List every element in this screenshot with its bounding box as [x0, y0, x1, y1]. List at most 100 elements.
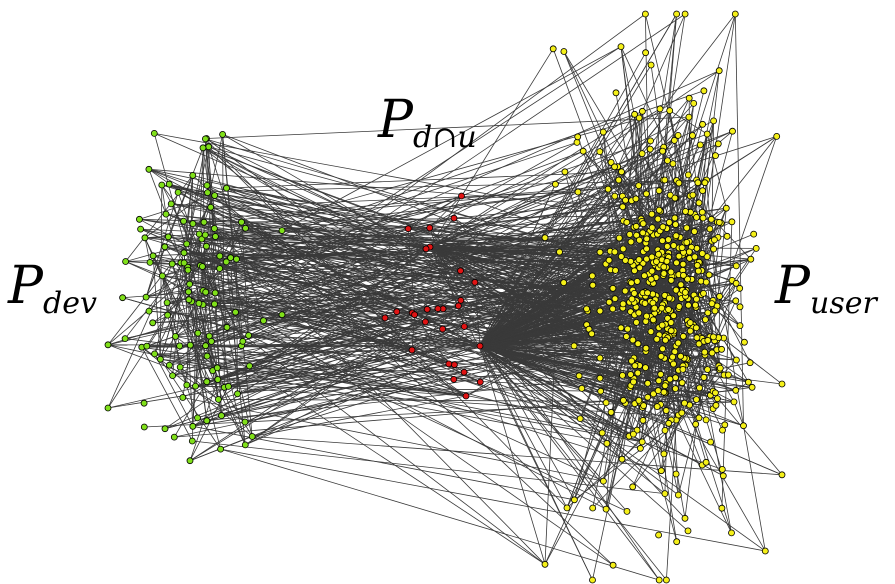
edge [207, 349, 413, 357]
edge [206, 138, 481, 347]
user-node [596, 354, 604, 362]
edge [107, 265, 201, 409]
edge [214, 228, 481, 347]
user-node [664, 157, 671, 165]
dev-node [163, 299, 171, 307]
user-node [647, 61, 655, 69]
edge [186, 146, 210, 244]
user-node [675, 252, 683, 260]
edge [220, 448, 660, 581]
edge [208, 146, 222, 416]
edge [141, 347, 193, 442]
user-node [650, 390, 657, 398]
dev-node [135, 215, 143, 223]
edge [479, 279, 672, 347]
dev-node [241, 418, 249, 426]
user-node [639, 229, 647, 237]
edge [202, 227, 430, 291]
user-node [679, 332, 687, 340]
edge [429, 108, 661, 248]
edge [636, 258, 752, 431]
user-node [695, 414, 703, 422]
user-node [615, 176, 623, 184]
user-node [667, 276, 675, 284]
user-node [693, 334, 701, 342]
dev-node [165, 361, 173, 369]
user-node [653, 403, 661, 411]
edge [479, 345, 666, 494]
user-node [596, 374, 604, 382]
edge [236, 228, 409, 260]
dev-node [184, 266, 192, 274]
user-node [619, 300, 627, 308]
edge [429, 246, 633, 291]
user-node [698, 250, 706, 257]
user-node [778, 380, 786, 388]
edge [187, 266, 481, 383]
user-node [701, 348, 709, 356]
edge [479, 103, 695, 347]
edge [169, 195, 462, 366]
label-p-dev: Pdev [7, 256, 97, 321]
user-node [653, 258, 660, 266]
user-node [736, 284, 744, 292]
edge [407, 228, 462, 301]
user-node [609, 305, 617, 313]
edge [429, 227, 623, 460]
edge [669, 110, 720, 366]
shared-node [454, 302, 462, 310]
user-node [684, 527, 692, 535]
edge [217, 367, 467, 397]
edge [144, 237, 151, 263]
user-node [730, 398, 738, 406]
user-node [635, 114, 643, 122]
user-node [662, 336, 669, 344]
edge [479, 131, 604, 347]
user-node [671, 136, 678, 144]
dev-node [186, 280, 194, 288]
dev-node [189, 171, 197, 179]
dev-node [161, 425, 169, 433]
user-node [672, 232, 680, 240]
dev-node [216, 252, 224, 260]
user-node [677, 352, 684, 360]
edge [122, 297, 643, 443]
edge [479, 182, 680, 347]
user-node [589, 281, 597, 289]
user-node [611, 295, 619, 303]
user-node [706, 225, 714, 233]
user-node [660, 263, 668, 271]
dev-node [207, 337, 215, 345]
user-node [635, 256, 643, 264]
user-node [691, 228, 698, 235]
dev-node [214, 376, 222, 383]
shared-node [422, 245, 430, 253]
user-node [643, 245, 650, 253]
dev-node [202, 242, 210, 250]
user-node [588, 272, 596, 280]
dev-node [203, 352, 211, 360]
edge [429, 246, 640, 401]
user-node [647, 137, 654, 145]
user-node [670, 360, 677, 368]
edge [429, 246, 651, 317]
user-node [694, 179, 702, 187]
user-node [703, 130, 711, 138]
dev-node [149, 319, 157, 327]
user-node [578, 384, 586, 392]
user-node [574, 133, 582, 141]
user-node [719, 426, 726, 434]
user-node [704, 366, 711, 373]
user-node [702, 278, 710, 286]
user-node [699, 187, 706, 195]
user-node [635, 309, 643, 317]
edge [162, 275, 168, 316]
edge [429, 195, 462, 229]
edge [429, 246, 662, 309]
nodes-layer [104, 10, 786, 584]
user-node [661, 176, 669, 184]
edge [145, 195, 462, 298]
user-node [715, 67, 723, 75]
edge [429, 246, 700, 345]
dev-node [201, 135, 209, 143]
